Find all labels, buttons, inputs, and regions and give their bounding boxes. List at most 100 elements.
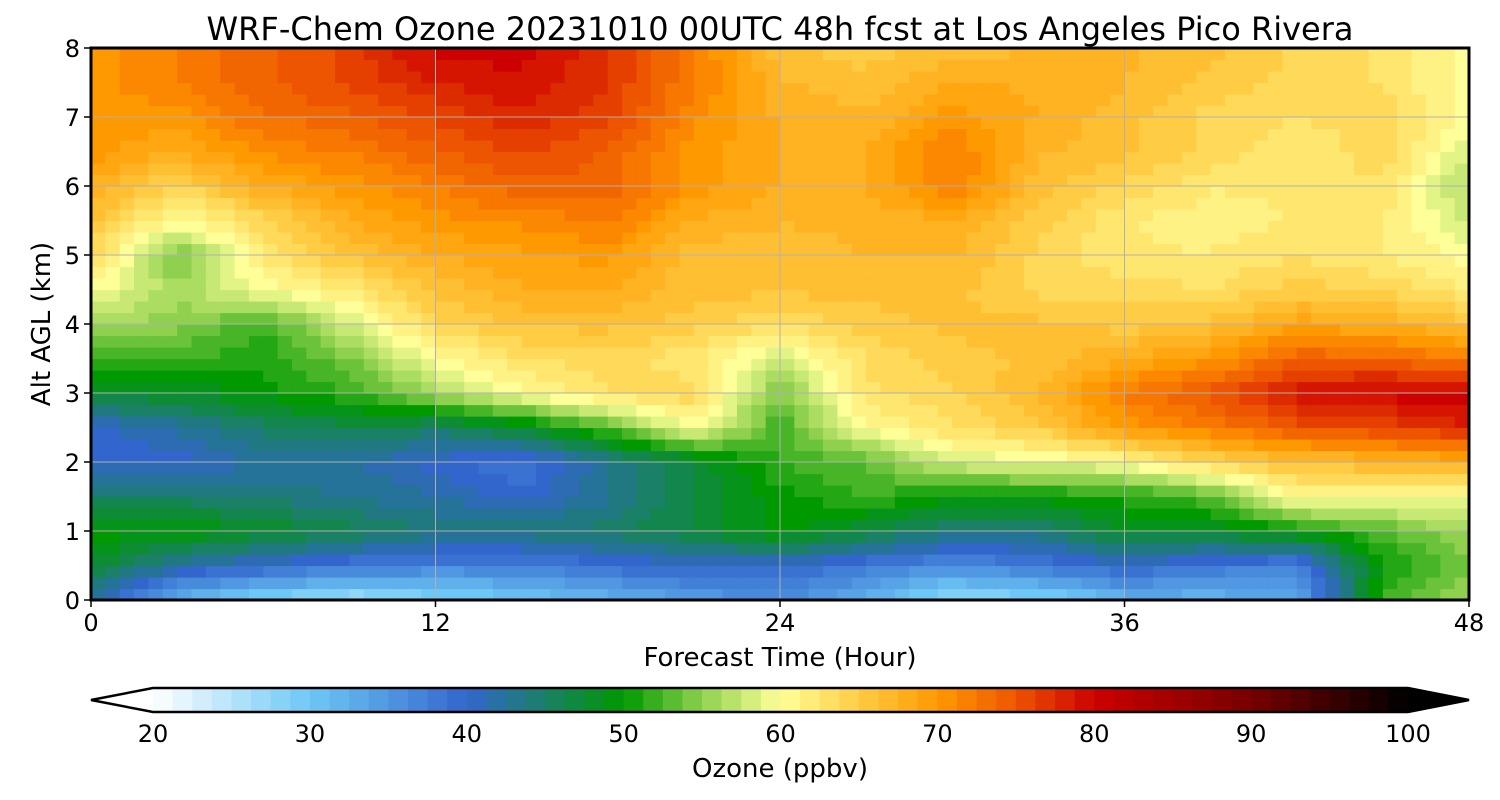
heatmap-cell <box>564 94 580 107</box>
heatmap-cell <box>392 370 408 383</box>
heatmap-cell <box>1224 462 1240 475</box>
heatmap-cell <box>780 163 795 176</box>
heatmap-cell <box>105 324 121 337</box>
heatmap-cell <box>177 163 193 176</box>
heatmap-cell <box>1081 404 1097 417</box>
heatmap-cell <box>248 266 264 279</box>
heatmap-cell <box>1196 174 1212 187</box>
heatmap-cell <box>1081 174 1097 187</box>
heatmap-cell <box>148 266 164 279</box>
heatmap-cell <box>622 105 638 118</box>
heatmap-cell <box>564 289 580 302</box>
heatmap-cell <box>1181 140 1197 153</box>
heatmap-cell <box>1411 347 1427 360</box>
heatmap-cell <box>1454 117 1470 130</box>
heatmap-cell <box>1110 427 1126 440</box>
heatmap-cell <box>1454 266 1470 279</box>
heatmap-cell <box>1196 94 1212 107</box>
heatmap-cell <box>464 163 480 176</box>
heatmap-cell <box>1325 209 1341 222</box>
heatmap-cell <box>794 289 810 302</box>
heatmap-cell <box>1009 48 1025 61</box>
heatmap-cell <box>1110 312 1126 325</box>
heatmap-cell <box>722 186 738 199</box>
heatmap-cell <box>1425 128 1441 141</box>
heatmap-cell <box>148 508 164 521</box>
heatmap-cell <box>263 140 279 153</box>
heatmap-cell <box>1081 393 1097 406</box>
heatmap-cell <box>1440 416 1456 429</box>
heatmap-cell <box>851 59 867 72</box>
heatmap-cell <box>363 577 379 590</box>
heatmap-cell <box>263 301 279 314</box>
heatmap-cell <box>492 473 508 486</box>
heatmap-cell <box>650 255 666 268</box>
heatmap-cell <box>937 128 953 141</box>
heatmap-cell <box>1296 335 1312 348</box>
heatmap-cell <box>306 577 322 590</box>
heatmap-cell <box>205 197 221 210</box>
heatmap-cell <box>378 370 394 383</box>
heatmap-cell <box>1296 381 1312 394</box>
heatmap-cell <box>392 151 408 164</box>
heatmap-cell <box>263 255 279 268</box>
heatmap-cell <box>1411 381 1427 394</box>
heatmap-cell <box>521 117 537 130</box>
heatmap-cell <box>1181 243 1197 256</box>
heatmap-cell <box>248 519 264 532</box>
heatmap-cell <box>363 232 379 245</box>
heatmap-cell <box>119 209 135 222</box>
heatmap-cell <box>507 312 523 325</box>
heatmap-cell <box>808 416 824 429</box>
heatmap-cell <box>105 59 121 72</box>
heatmap-cell <box>1239 232 1255 245</box>
heatmap-cell <box>780 94 795 107</box>
heatmap-cell <box>1397 232 1413 245</box>
heatmap-cell <box>923 347 939 360</box>
heatmap-cell <box>1382 404 1398 417</box>
heatmap-cell <box>622 439 638 452</box>
heatmap-cell <box>909 312 925 325</box>
heatmap-cell <box>894 128 910 141</box>
heatmap-cell <box>162 542 178 555</box>
heatmap-cell <box>492 370 508 383</box>
heatmap-cell <box>593 496 609 509</box>
heatmap-cell <box>909 209 925 222</box>
heatmap-cell <box>478 473 494 486</box>
heatmap-cell <box>134 266 150 279</box>
heatmap-cell <box>1397 554 1413 567</box>
heatmap-cell <box>622 301 638 314</box>
heatmap-cell <box>995 140 1011 153</box>
heatmap-cell <box>1095 220 1111 233</box>
heatmap-cell <box>1196 301 1212 314</box>
heatmap-cell <box>1224 404 1240 417</box>
heatmap-cell <box>392 439 408 452</box>
heatmap-cell <box>91 473 106 486</box>
heatmap-cell <box>1181 197 1197 210</box>
heatmap-cell <box>363 255 379 268</box>
heatmap-cell <box>622 370 638 383</box>
heatmap-cell <box>1009 588 1025 601</box>
heatmap-cell <box>205 485 221 498</box>
heatmap-cell <box>823 48 839 61</box>
heatmap-cell <box>478 163 494 176</box>
heatmap-cell <box>894 381 910 394</box>
heatmap-cell <box>1181 347 1197 360</box>
heatmap-cell <box>177 531 193 544</box>
heatmap-cell <box>1181 588 1197 601</box>
heatmap-cell <box>1110 496 1126 509</box>
heatmap-cell <box>823 416 839 429</box>
heatmap-cell <box>291 439 307 452</box>
heatmap-cell <box>1110 519 1126 532</box>
heatmap-cell <box>1052 48 1068 61</box>
heatmap-cell <box>1153 255 1169 268</box>
heatmap-cell <box>1052 508 1068 521</box>
heatmap-cell <box>320 427 336 440</box>
heatmap-cell <box>808 324 824 337</box>
heatmap-cell <box>1024 381 1039 394</box>
colorbar-outline <box>90 686 1470 714</box>
heatmap-cell <box>335 439 350 452</box>
heatmap-cell <box>1339 128 1355 141</box>
heatmap-cell <box>622 128 638 141</box>
heatmap-cell <box>980 255 996 268</box>
